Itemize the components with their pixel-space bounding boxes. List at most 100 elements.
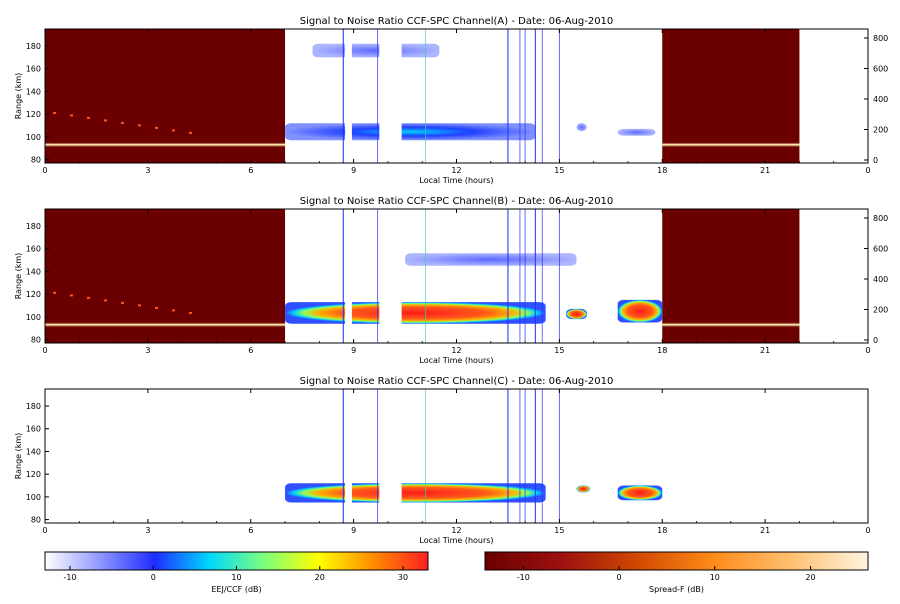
- x-tick-label: 18: [657, 166, 667, 175]
- x-tick-label: 9: [351, 166, 356, 175]
- spread-f-echo: [155, 306, 158, 309]
- x-tick-label: 9: [351, 526, 356, 535]
- spread-f-echo: [87, 116, 90, 119]
- spread-f-echo: [138, 124, 141, 127]
- chart-panel-0: 0 3 6 9 12 15 18 21 0801001201401601800200400600…: [14, 16, 888, 185]
- x-tick-label: 21: [760, 166, 770, 175]
- x-tick-label: 0: [865, 166, 870, 175]
- y-axis-label: Range (km): [14, 253, 23, 300]
- spread-f-echo: [104, 119, 107, 122]
- plot-area: [45, 209, 868, 343]
- y-tick-label: 180: [26, 42, 41, 51]
- x-tick-label: 0: [42, 346, 47, 355]
- x-tick-label: 15: [554, 166, 564, 175]
- spread-f-echo: [121, 121, 124, 124]
- spread-f-echo: [155, 126, 158, 129]
- x-tick-label: 6: [248, 526, 253, 535]
- data-gap-1: [379, 31, 402, 149]
- eej-blob-0: [285, 123, 536, 141]
- spread-f-layer-core: [662, 143, 800, 146]
- y2-tick-label: 600: [873, 245, 888, 254]
- spread-f-block-0: [45, 209, 286, 343]
- y2-tick-label: 0: [873, 336, 878, 345]
- y-axis-label: Range (km): [14, 73, 23, 120]
- data-gap-1: [379, 211, 402, 329]
- plot-area: [45, 29, 868, 163]
- x-tick-label: 15: [554, 346, 564, 355]
- y-tick-label: 140: [26, 447, 41, 456]
- eej-blob-2: [576, 123, 587, 132]
- colorbar-tick-label: -10: [517, 573, 530, 582]
- spread-f-echo: [138, 304, 141, 307]
- y-tick-label: 120: [26, 110, 41, 119]
- eej-blob-3: [617, 128, 656, 136]
- chart-title: Signal to Noise Ratio CCF-SPC Channel(C)…: [300, 376, 614, 387]
- colorbar-tick-label: 10: [231, 573, 241, 582]
- colorbar-tick-label: 10: [710, 573, 720, 582]
- spread-f-echo: [172, 309, 175, 312]
- data-gap-0: [345, 31, 352, 149]
- y2-tick-label: 200: [873, 306, 888, 315]
- eej-blob-2: [617, 299, 663, 323]
- spread-f-layer-core: [662, 323, 800, 326]
- colorbar-gradient: [484, 551, 869, 571]
- spread-f-block-1: [662, 29, 800, 163]
- colorbar-tick-label: 20: [805, 573, 815, 582]
- y-tick-label: 100: [26, 133, 41, 142]
- spread-f-echo: [121, 301, 124, 304]
- x-tick-label: 12: [451, 526, 461, 535]
- x-axis-label: Local Time (hours): [419, 536, 493, 545]
- x-tick-label: 9: [351, 346, 356, 355]
- x-tick-label: 6: [248, 346, 253, 355]
- eej-blob-3: [405, 253, 577, 266]
- x-tick-label: 3: [145, 526, 150, 535]
- y-tick-label: 80: [31, 516, 41, 525]
- y-tick-label: 160: [26, 425, 41, 434]
- y-tick-label: 80: [31, 336, 41, 345]
- y2-tick-label: 800: [873, 34, 888, 43]
- x-tick-label: 21: [760, 346, 770, 355]
- x-tick-label: 12: [451, 346, 461, 355]
- x-tick-label: 3: [145, 346, 150, 355]
- y2-tick-label: 200: [873, 126, 888, 135]
- y-tick-label: 140: [26, 87, 41, 96]
- colorbar-tick-label: -10: [63, 573, 76, 582]
- eej-blob-0: [285, 483, 546, 503]
- x-tick-label: 0: [42, 166, 47, 175]
- x-tick-label: 18: [657, 346, 667, 355]
- y-tick-label: 160: [26, 245, 41, 254]
- colorbar-tick-label: 30: [398, 573, 408, 582]
- colorbar-0: -10 0 10 20 30 EEJ/CCF (dB): [44, 551, 429, 594]
- chart-panel-1: 0 3 6 9 12 15 18 21 0801001201401601800200400600…: [14, 196, 888, 365]
- x-tick-label: 3: [145, 166, 150, 175]
- colorbar-tick-label: 0: [617, 573, 622, 582]
- x-tick-label: 0: [42, 526, 47, 535]
- spread-f-echo: [87, 296, 90, 299]
- y-tick-label: 140: [26, 267, 41, 276]
- x-tick-label: 21: [760, 526, 770, 535]
- spread-f-block-1: [662, 209, 800, 343]
- data-gap-0: [345, 211, 352, 329]
- eej-blob-2: [617, 485, 663, 501]
- eej-blob-1: [566, 308, 587, 320]
- spread-f-layer-core: [45, 323, 286, 326]
- y-tick-label: 120: [26, 470, 41, 479]
- spread-f-echo: [70, 114, 73, 117]
- y2-tick-label: 800: [873, 214, 888, 223]
- x-tick-label: 6: [248, 166, 253, 175]
- colorbar-tick-label: 0: [151, 573, 156, 582]
- spread-f-echo: [189, 311, 192, 314]
- colorbar-tick-label: 20: [315, 573, 325, 582]
- x-tick-label: 0: [865, 346, 870, 355]
- chart-title: Signal to Noise Ratio CCF-SPC Channel(A)…: [300, 16, 614, 27]
- y2-tick-label: 400: [873, 95, 888, 104]
- spread-f-echo: [53, 291, 56, 294]
- y2-tick-label: 0: [873, 156, 878, 165]
- spread-f-block-0: [45, 29, 286, 163]
- spread-f-echo: [104, 299, 107, 302]
- spread-f-echo: [172, 129, 175, 132]
- chart-title: Signal to Noise Ratio CCF-SPC Channel(B)…: [300, 196, 614, 207]
- spread-f-layer-core: [45, 143, 286, 146]
